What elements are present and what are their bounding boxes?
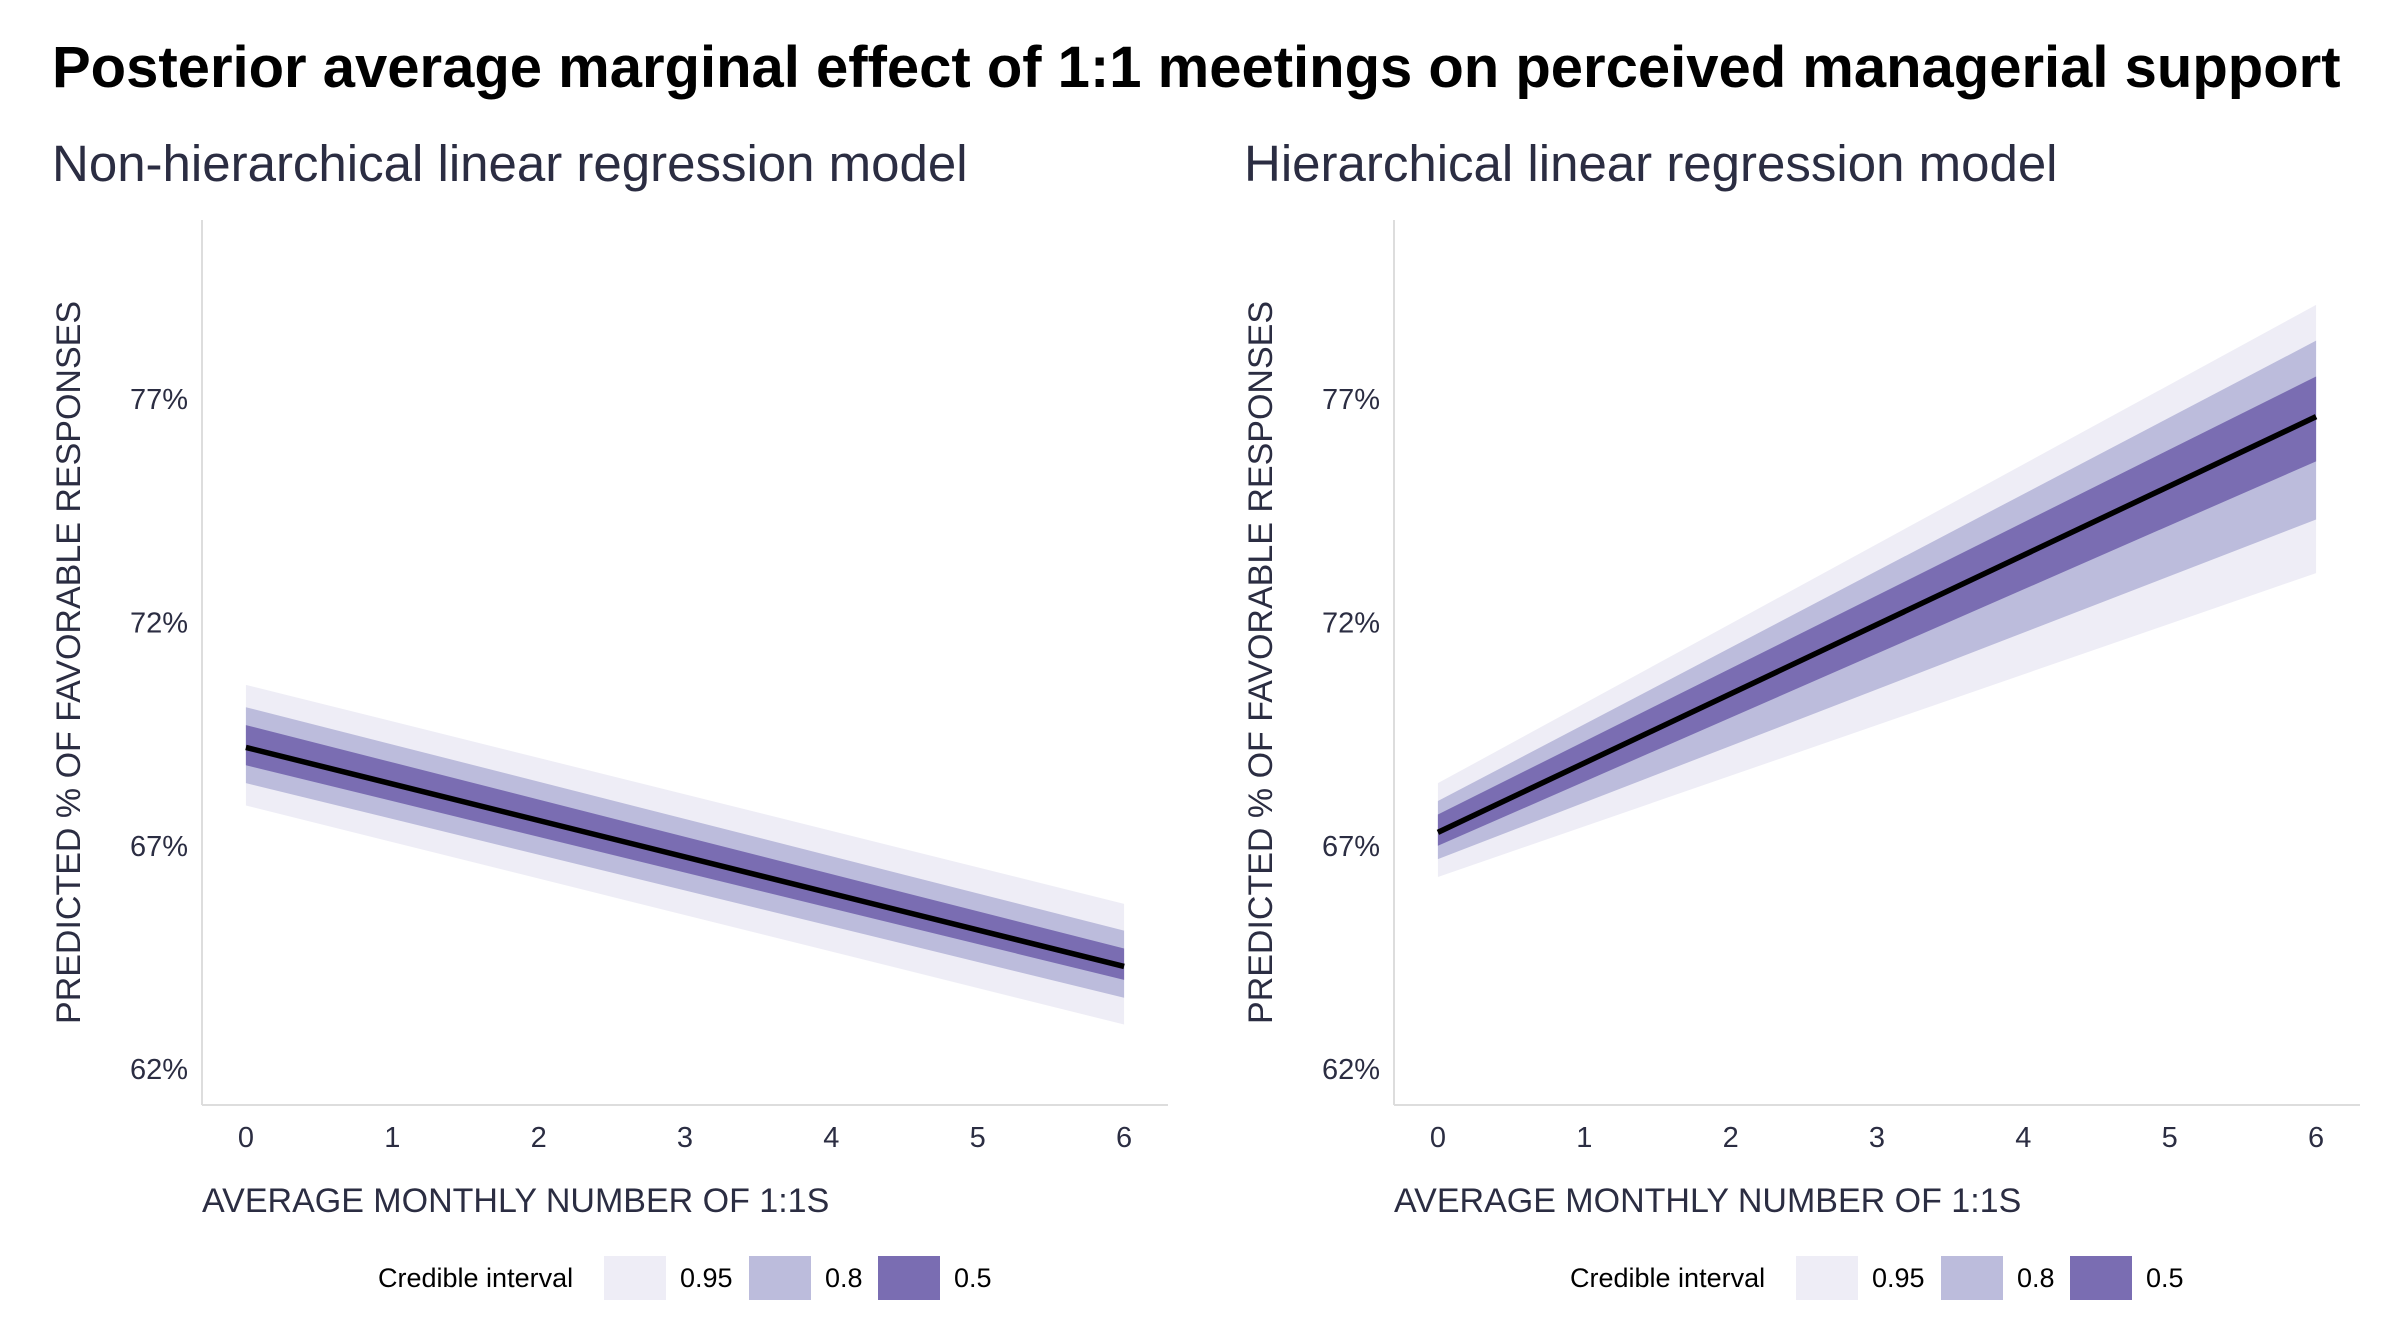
- y-tick-label: 72%: [130, 607, 188, 639]
- legend-swatch-05: [878, 1256, 940, 1300]
- y-tick-label: 67%: [130, 831, 188, 863]
- legend-title: Credible interval: [378, 1263, 573, 1293]
- credible-band-05: [245, 725, 1125, 980]
- y-tick-label: 77%: [130, 384, 188, 416]
- mean-line: [1436, 414, 2318, 835]
- x-tick-label: 5: [2162, 1122, 2178, 1154]
- legend-swatch-095: [1796, 1256, 1858, 1300]
- x-tick-label: 3: [677, 1122, 693, 1154]
- x-tick-label: 0: [238, 1122, 254, 1154]
- legend-label: 0.5: [954, 1263, 992, 1293]
- panel-subtitle: Non-hierarchical linear regression model: [52, 135, 968, 192]
- y-axis-title: PREDICTED % OF FAVORABLE RESPONSES: [1242, 301, 1280, 1024]
- panel-non-hierarchical: Non-hierarchical linear regression model…: [0, 120, 1190, 1344]
- x-axis-title: AVERAGE MONTHLY NUMBER OF 1:1S: [202, 1182, 829, 1220]
- y-tick-label: 67%: [1322, 831, 1380, 863]
- y-tick-label: 72%: [1322, 607, 1380, 639]
- chart-svg: 62% 67% 72% 77% 0 1 2 3 4 5 6 AVERAGE MONTHLY NUMBE…: [50, 220, 1168, 1300]
- x-tick-label: 6: [1116, 1122, 1132, 1154]
- y-tick-label: 62%: [1322, 1054, 1380, 1086]
- x-tick-label: 0: [1430, 1122, 1446, 1154]
- legend-swatch-05: [2070, 1256, 2132, 1300]
- chart-svg: 62% 67% 72% 77% 0 1 2 3 4 5 6 AVERAGE MONTHLY NUMBE…: [1242, 220, 2360, 1300]
- x-tick-label: 1: [384, 1122, 400, 1154]
- y-axis-title: PREDICTED % OF FAVORABLE RESPONSES: [50, 301, 88, 1024]
- x-tick-label: 5: [970, 1122, 986, 1154]
- legend-label: 0.95: [1872, 1263, 1925, 1293]
- panel-subtitle: Hierarchical linear regression model: [1244, 135, 2058, 192]
- legend-label: 0.8: [825, 1263, 863, 1293]
- legend-swatch-08: [1941, 1256, 2003, 1300]
- legend-label: 0.5: [2146, 1263, 2184, 1293]
- panel-hierarchical: Hierarchical linear regression model 62%…: [1192, 120, 2382, 1344]
- y-tick-label: 62%: [130, 1054, 188, 1086]
- y-tick-label: 77%: [1322, 384, 1380, 416]
- legend-title: Credible interval: [1570, 1263, 1765, 1293]
- x-tick-label: 1: [1576, 1122, 1592, 1154]
- legend-swatch-095: [604, 1256, 666, 1300]
- legend-swatch-08: [749, 1256, 811, 1300]
- mean-line: [245, 744, 1125, 970]
- x-axis-title: AVERAGE MONTHLY NUMBER OF 1:1S: [1394, 1182, 2021, 1220]
- x-tick-label: 6: [2308, 1122, 2324, 1154]
- legend-label: 0.8: [2017, 1263, 2055, 1293]
- x-tick-label: 2: [531, 1122, 547, 1154]
- x-tick-label: 4: [2015, 1122, 2031, 1154]
- x-tick-label: 2: [1723, 1122, 1739, 1154]
- x-tick-label: 4: [823, 1122, 839, 1154]
- legend-label: 0.95: [680, 1263, 733, 1293]
- x-tick-label: 3: [1869, 1122, 1885, 1154]
- chart-title: Posterior average marginal effect of 1:1…: [52, 35, 2341, 100]
